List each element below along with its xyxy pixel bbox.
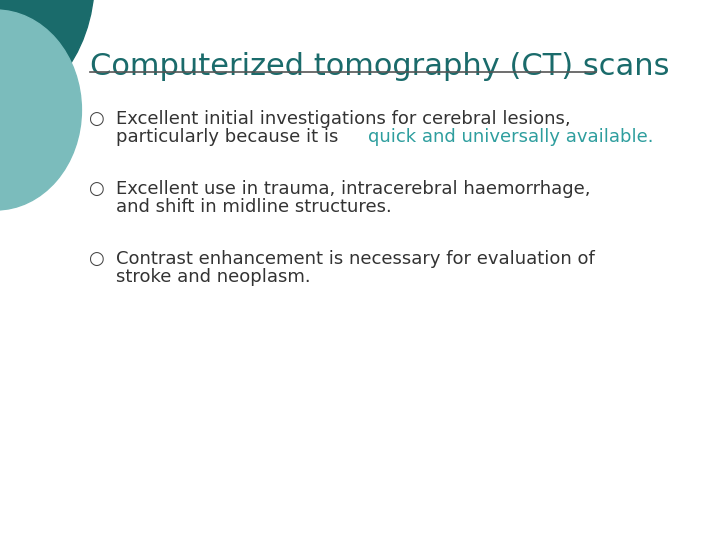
Text: ○: ○ xyxy=(88,180,104,198)
Text: Contrast enhancement is necessary for evaluation of: Contrast enhancement is necessary for ev… xyxy=(116,250,595,268)
Text: ○: ○ xyxy=(88,250,104,268)
Text: ○: ○ xyxy=(88,110,104,128)
Text: quick and universally available.: quick and universally available. xyxy=(368,128,654,146)
Circle shape xyxy=(0,0,94,120)
Text: Computerized tomography (CT) scans: Computerized tomography (CT) scans xyxy=(90,52,670,81)
Text: Excellent initial investigations for cerebral lesions,: Excellent initial investigations for cer… xyxy=(116,110,570,128)
Text: particularly because it is: particularly because it is xyxy=(116,128,344,146)
Text: and shift in midline structures.: and shift in midline structures. xyxy=(116,198,392,216)
Circle shape xyxy=(0,10,81,210)
Text: stroke and neoplasm.: stroke and neoplasm. xyxy=(116,268,310,286)
Text: Excellent use in trauma, intracerebral haemorrhage,: Excellent use in trauma, intracerebral h… xyxy=(116,180,590,198)
